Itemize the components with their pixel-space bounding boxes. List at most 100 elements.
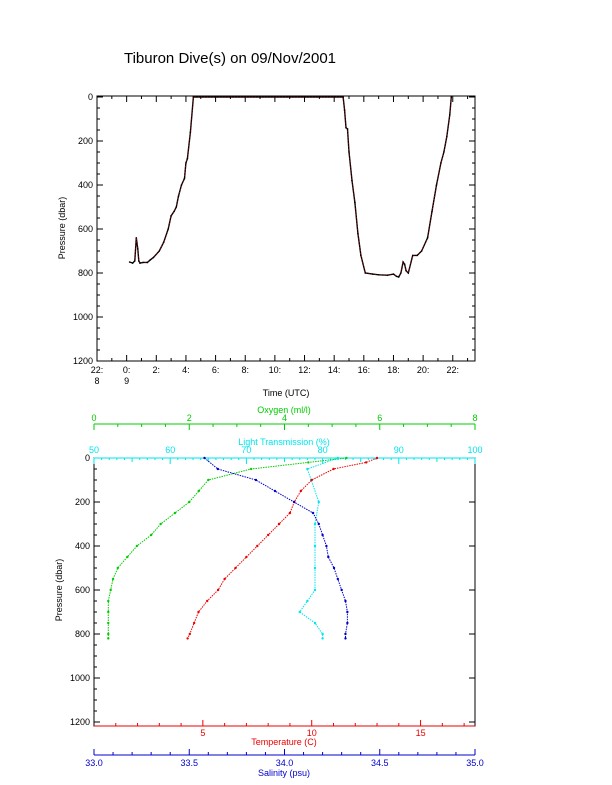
transmission-point xyxy=(317,500,320,504)
x-tick-label-day: 8 xyxy=(94,376,99,386)
oxygen-tick-label: 2 xyxy=(187,413,192,423)
oxygen-point xyxy=(107,610,110,614)
temperature-point xyxy=(206,599,209,603)
oxygen-tick-label: 4 xyxy=(282,413,287,423)
temperature-point xyxy=(375,456,379,460)
salinity-point xyxy=(317,522,320,526)
salinity-point xyxy=(327,555,330,559)
dive-depth-x-label: Time (UTC) xyxy=(263,388,310,398)
transmission-tick-label: 100 xyxy=(467,445,482,455)
salinity-tick-label: 33.5 xyxy=(180,758,198,768)
transmission-point xyxy=(336,456,340,460)
dive-depth-point xyxy=(450,96,453,98)
temperature-point xyxy=(197,610,200,614)
dive-depth-point xyxy=(173,210,175,213)
dive-depth-point xyxy=(371,273,374,275)
salinity-point xyxy=(340,588,343,592)
transmission-tick-label: 80 xyxy=(318,445,328,455)
dive-depth-point xyxy=(131,262,134,264)
oxygen-point xyxy=(126,555,129,559)
temperature-point xyxy=(186,637,189,640)
x-tick-label: 6: xyxy=(212,365,220,375)
salinity-point xyxy=(346,621,349,625)
salinity-point xyxy=(344,637,347,640)
oxygen-point xyxy=(107,632,110,636)
salinity-point xyxy=(216,467,220,471)
salinity-point xyxy=(344,599,347,603)
y-tick-label: 800 xyxy=(75,629,90,639)
dive-depth-point xyxy=(214,96,217,98)
oxygen-point xyxy=(207,478,210,482)
dive-depth-point xyxy=(136,248,139,250)
dive-depth-point xyxy=(426,237,429,239)
dive-depth-point xyxy=(189,131,192,133)
dive-depth-point xyxy=(346,128,349,130)
oxygen-point xyxy=(116,566,120,570)
oxygen-point xyxy=(135,544,139,548)
ctd-series xyxy=(107,456,379,640)
dive-depth-point xyxy=(142,261,144,264)
x-tick-label: 22: xyxy=(447,365,460,375)
dive-depth-point xyxy=(192,96,195,98)
dive-depth-point xyxy=(351,179,353,182)
dive-depth-point xyxy=(377,273,380,276)
dive-depth-point xyxy=(360,254,362,257)
temperature-point xyxy=(266,533,270,537)
dive-depth-y-label: Pressure (dbar) xyxy=(57,197,67,260)
temperature-point xyxy=(223,577,226,581)
y-tick-label: 200 xyxy=(75,497,90,507)
dive-depth-point xyxy=(183,177,186,180)
dive-depth-point xyxy=(128,261,131,263)
oxygen-tick-label: 0 xyxy=(91,413,96,423)
y-tick-label: 800 xyxy=(78,268,93,278)
x-tick-label: 2: xyxy=(153,365,161,375)
oxygen-point xyxy=(107,637,110,640)
salinity-point xyxy=(292,500,296,504)
dive-depth-point xyxy=(386,274,389,277)
dive-depth-point xyxy=(443,151,445,153)
dive-depth-point xyxy=(446,135,448,138)
oxygen-profile-line xyxy=(107,457,347,639)
dive-depth-point xyxy=(180,184,183,186)
temperature-point xyxy=(188,632,191,636)
transmission-profile-line xyxy=(299,457,338,639)
dive-depth-point xyxy=(395,275,398,278)
dive-depth-point xyxy=(411,254,414,257)
temperature-point xyxy=(299,489,303,493)
oxygen-point xyxy=(249,467,253,471)
x-tick-label: 16: xyxy=(358,365,371,375)
dive-depth-point xyxy=(135,237,138,239)
oxygen-axis-label: Oxygen (ml/l) xyxy=(257,405,311,415)
dive-depth-point xyxy=(400,272,402,274)
dive-depth-point xyxy=(354,201,356,204)
x-tick-label: 4: xyxy=(182,365,190,375)
dive-depth-point xyxy=(364,272,367,274)
x-tick-label: 20: xyxy=(417,365,430,375)
oxygen-point xyxy=(159,522,162,526)
dive-depth-point xyxy=(186,157,189,160)
temperature-point xyxy=(234,566,237,570)
transmission-point xyxy=(321,637,324,640)
y-tick-label: 1000 xyxy=(70,673,90,683)
transmission-point xyxy=(313,522,317,526)
transmission-point xyxy=(298,610,301,614)
dive-depth-point xyxy=(449,113,451,116)
oxygen-point xyxy=(345,456,348,460)
x-tick-label: 10: xyxy=(269,365,282,375)
dive-depth-point xyxy=(149,259,152,261)
salinity-tick-label: 33.0 xyxy=(85,758,103,768)
salinity-point xyxy=(344,632,347,636)
oxygen-point xyxy=(149,533,153,537)
temperature-point xyxy=(245,555,248,559)
chart-title: Tiburon Dive(s) on 09/Nov/2001 xyxy=(123,50,337,67)
transmission-point xyxy=(313,544,317,548)
y-tick-label: 400 xyxy=(75,541,90,551)
y-tick-label: 600 xyxy=(75,585,90,595)
y-tick-label: 0 xyxy=(88,92,93,102)
dive-depth-point xyxy=(343,109,346,111)
oxygen-point xyxy=(109,588,112,592)
salinity-point xyxy=(311,511,315,515)
dive-depth-point xyxy=(146,261,149,264)
transmission-point xyxy=(306,467,309,471)
